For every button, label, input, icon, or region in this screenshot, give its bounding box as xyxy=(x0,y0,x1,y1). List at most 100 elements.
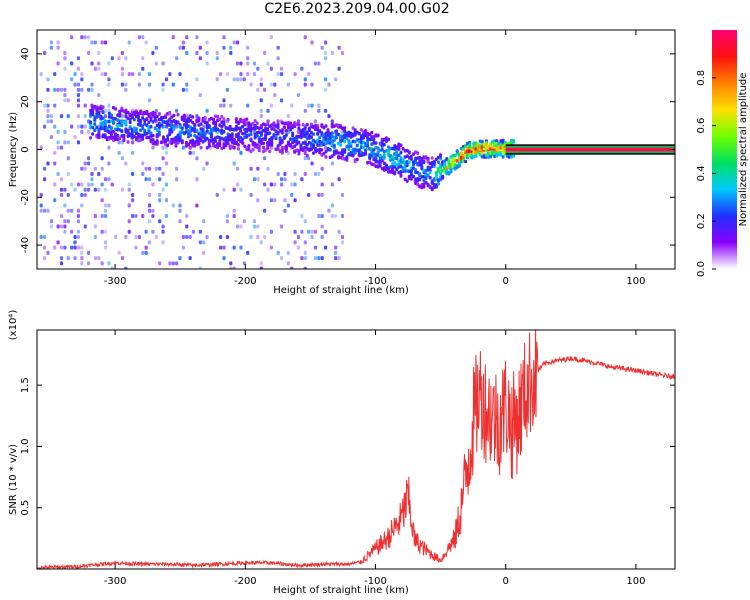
y-scale-label: (x10⁴) xyxy=(8,310,19,341)
noise-cell xyxy=(83,224,87,229)
noise-cell xyxy=(39,235,43,240)
ridge-cell xyxy=(422,160,426,164)
ridge-cell xyxy=(93,117,97,122)
ridge-cell xyxy=(455,149,459,153)
noise-cell xyxy=(202,219,206,224)
noise-cell xyxy=(103,108,108,113)
noise-cell xyxy=(340,240,345,245)
noise-cell xyxy=(144,177,148,182)
noise-cell xyxy=(76,124,81,129)
ridge-cell xyxy=(332,143,336,148)
noise-cell xyxy=(42,177,47,182)
ridge-cell xyxy=(405,179,409,183)
noise-cell xyxy=(76,229,81,234)
noise-cell xyxy=(70,35,74,40)
ridge-cell xyxy=(118,112,122,116)
noise-cell xyxy=(103,208,108,213)
noise-cell xyxy=(147,240,152,245)
ridge-cell xyxy=(318,150,322,155)
noise-cell xyxy=(266,61,270,66)
ridge-cell xyxy=(343,139,347,144)
noise-cell xyxy=(120,82,125,87)
noise-cell xyxy=(320,45,324,50)
ridge-cell xyxy=(249,129,253,133)
noise-cell xyxy=(49,114,53,119)
noise-cell xyxy=(103,187,108,192)
ridge-cell xyxy=(270,137,274,141)
noise-cell xyxy=(330,51,334,56)
noise-cell xyxy=(225,87,229,92)
noise-cell xyxy=(219,72,223,77)
noise-cell xyxy=(164,77,169,82)
ridge-cell xyxy=(245,117,249,121)
noise-cell xyxy=(215,77,219,82)
ridge-cell xyxy=(339,155,343,160)
noise-cell xyxy=(56,87,60,92)
noise-cell xyxy=(80,72,84,77)
noise-cell xyxy=(73,135,77,140)
noise-cell xyxy=(90,82,94,87)
noise-cell xyxy=(76,66,81,71)
noise-cell xyxy=(107,103,111,108)
figure-title: C2E6.2023.209.04.00.G02 xyxy=(264,1,450,17)
noise-cell xyxy=(107,203,111,208)
noise-cell xyxy=(39,145,43,150)
ridge-cell xyxy=(309,147,313,152)
ridge-cell xyxy=(284,129,288,133)
noise-cell xyxy=(320,214,324,219)
ridge-cell xyxy=(270,143,274,147)
noise-cell xyxy=(46,208,50,213)
noise-cell xyxy=(317,171,321,176)
ridge-cell xyxy=(186,142,190,147)
noise-cell xyxy=(103,214,108,219)
ridge-cell xyxy=(111,120,115,124)
noise-cell xyxy=(103,177,108,182)
noise-cell xyxy=(141,56,145,61)
noise-cell xyxy=(198,229,202,234)
noise-cell xyxy=(49,45,53,50)
noise-cell xyxy=(63,51,67,56)
ridge-cell xyxy=(345,155,349,159)
noise-cell xyxy=(66,208,70,213)
noise-cell xyxy=(124,161,128,166)
ridge-cell xyxy=(214,139,218,143)
noise-cell xyxy=(195,51,199,56)
noise-cell xyxy=(131,72,135,77)
noise-cell xyxy=(178,256,182,261)
ridge-cell xyxy=(161,135,165,139)
ridge-cell xyxy=(239,129,243,133)
noise-cell xyxy=(97,93,101,98)
noise-cell xyxy=(73,82,77,87)
ridge-cell xyxy=(489,142,493,147)
noise-cell xyxy=(232,266,236,269)
noise-cell xyxy=(296,245,301,250)
noise-cell xyxy=(175,166,179,171)
noise-cell xyxy=(259,114,263,119)
noise-cell xyxy=(46,103,50,108)
y-tick-label: 0 xyxy=(20,146,31,152)
noise-cell xyxy=(80,166,84,171)
x-tick-label: 0 xyxy=(503,276,509,287)
noise-cell xyxy=(120,256,125,261)
noise-cell xyxy=(215,51,219,56)
ridge-cell xyxy=(249,137,253,142)
ridge-cell xyxy=(474,154,478,158)
noise-cell xyxy=(53,245,57,250)
noise-cell xyxy=(97,171,101,176)
noise-cell xyxy=(303,171,307,176)
noise-cell xyxy=(171,203,175,208)
ridge-cell xyxy=(282,125,286,129)
noise-cell xyxy=(259,261,263,266)
noise-cell xyxy=(53,198,57,203)
ridge-cell xyxy=(297,126,301,131)
ridge-cell xyxy=(307,127,311,131)
noise-cell xyxy=(219,235,223,240)
noise-cell xyxy=(320,192,324,197)
ridge-cell xyxy=(91,132,95,136)
noise-cell xyxy=(134,245,138,250)
noise-cell xyxy=(100,214,104,219)
ridge-cell xyxy=(480,139,484,144)
noise-cell xyxy=(269,103,274,108)
noise-cell xyxy=(86,129,91,134)
